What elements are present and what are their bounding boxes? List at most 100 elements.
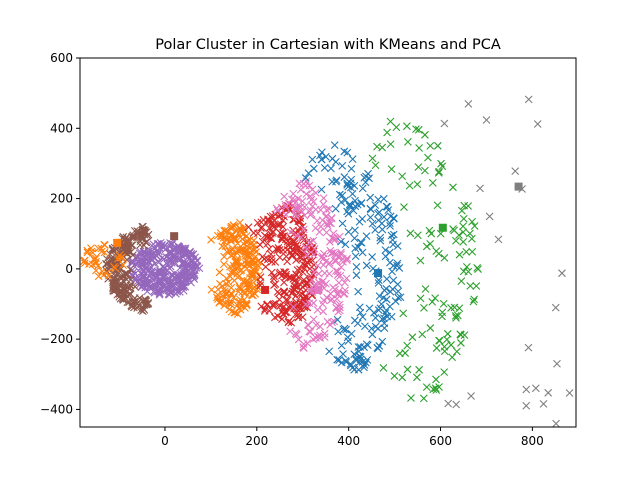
data-point [342, 274, 351, 283]
data-point [331, 157, 340, 166]
y-tick-label: −400 [40, 402, 73, 416]
data-point [494, 235, 503, 244]
data-point [329, 234, 338, 243]
data-point [558, 269, 566, 278]
data-point [154, 258, 163, 267]
x-axis-ticks: 0 200 400 600 800 [161, 427, 544, 448]
data-point [118, 294, 127, 303]
data-point [393, 259, 402, 268]
data-point [421, 285, 430, 293]
data-point [401, 349, 410, 357]
data-point [280, 278, 288, 287]
data-point [235, 298, 244, 306]
data-point [337, 198, 346, 207]
data-point [385, 302, 394, 311]
data-point [386, 117, 395, 126]
data-point [176, 282, 185, 291]
data-point [313, 261, 322, 270]
data-point [172, 285, 181, 294]
data-point [339, 350, 347, 358]
data-point [421, 166, 429, 175]
data-point [348, 155, 357, 164]
data-point [83, 246, 92, 255]
data-point [346, 179, 355, 188]
centroid-marker [170, 232, 179, 241]
data-point [452, 347, 461, 356]
data-point [319, 194, 328, 202]
data-point [432, 247, 441, 256]
plot-points [80, 95, 574, 428]
data-point [133, 278, 141, 287]
data-point [229, 293, 238, 302]
data-point [145, 272, 154, 281]
data-point [376, 304, 385, 313]
data-point [447, 341, 455, 349]
data-point [466, 281, 475, 290]
series-1 [102, 222, 153, 316]
data-point [341, 240, 350, 249]
data-point [368, 253, 377, 261]
data-point [385, 248, 394, 257]
data-point [166, 279, 175, 287]
series-8 [440, 95, 574, 428]
data-point [352, 271, 361, 280]
data-point [242, 301, 251, 310]
data-point [146, 282, 155, 291]
data-point [267, 257, 276, 266]
data-point [255, 271, 264, 279]
data-point [470, 295, 479, 304]
data-point [181, 249, 189, 257]
data-point [236, 295, 244, 304]
data-point [279, 246, 288, 254]
data-point [155, 290, 164, 299]
data-point [129, 271, 138, 280]
data-point [377, 219, 386, 228]
data-point [426, 239, 435, 248]
data-point [143, 287, 152, 296]
data-point [373, 142, 381, 151]
data-point [362, 232, 371, 241]
data-point [207, 285, 216, 294]
data-point [350, 365, 359, 374]
data-point [440, 119, 449, 128]
data-point [281, 202, 290, 211]
data-point [340, 173, 349, 181]
data-point [318, 300, 327, 308]
chart-title: Polar Cluster in Cartesian with KMeans a… [155, 37, 501, 53]
data-point [344, 227, 353, 236]
x-tick-label: 200 [245, 434, 268, 448]
data-point [403, 122, 411, 131]
data-point [524, 95, 533, 104]
data-point [342, 358, 351, 366]
data-point [451, 312, 460, 320]
data-point [470, 222, 479, 230]
data-point [344, 209, 353, 218]
data-point [522, 385, 531, 394]
data-point [243, 246, 252, 255]
data-point [305, 287, 314, 295]
data-point [544, 388, 553, 397]
data-point [290, 284, 299, 293]
data-point [335, 356, 344, 364]
data-point [340, 289, 349, 298]
data-point [333, 315, 342, 324]
series-7 [368, 117, 482, 403]
data-point [318, 252, 327, 261]
data-point [178, 260, 187, 268]
series-6 [301, 141, 405, 374]
data-point [283, 257, 292, 266]
data-point [333, 294, 341, 303]
data-point [389, 276, 398, 285]
data-point [187, 271, 196, 280]
data-point [407, 394, 415, 402]
data-point [220, 287, 229, 296]
data-point [524, 343, 533, 352]
data-point [294, 335, 303, 344]
data-point [256, 278, 265, 287]
data-point [297, 233, 306, 242]
data-point [403, 365, 412, 374]
data-point [146, 246, 155, 255]
data-point [345, 200, 354, 209]
data-point [439, 299, 448, 308]
data-point [319, 200, 328, 209]
